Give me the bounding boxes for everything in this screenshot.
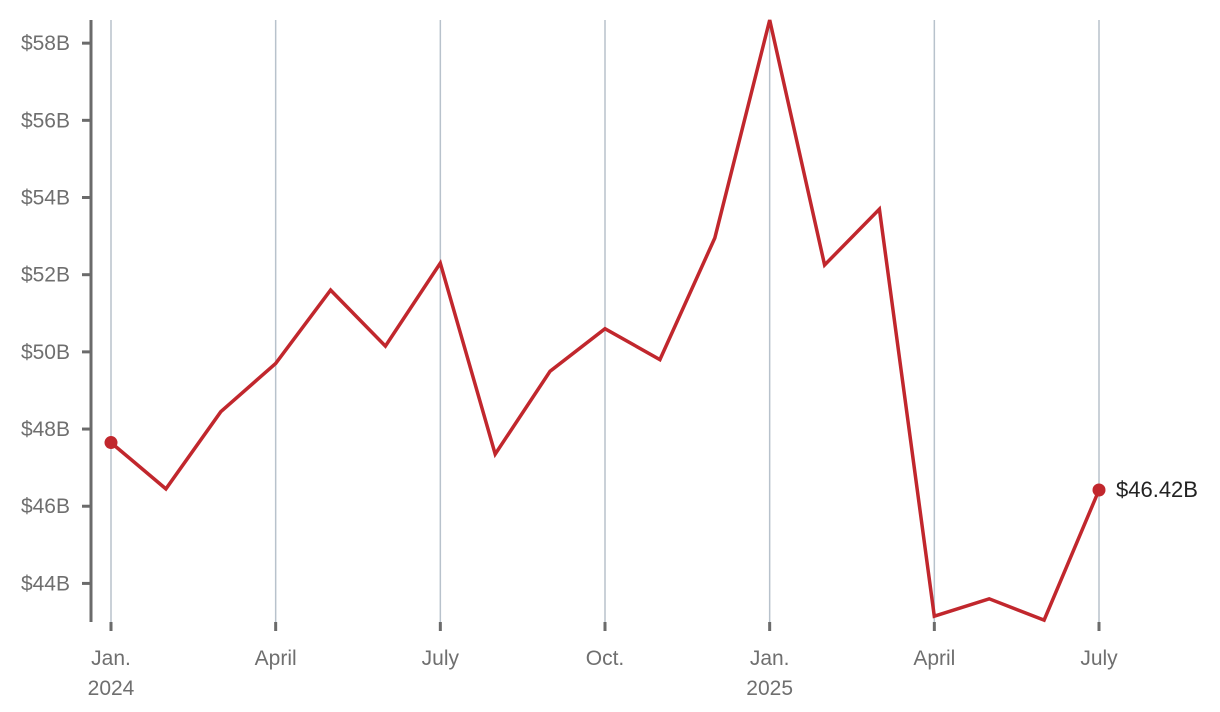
x-tick-year-label: 2025	[746, 677, 793, 700]
x-tick-label: April	[255, 647, 297, 670]
axes	[82, 20, 1101, 631]
y-tick-label: $50B	[21, 341, 70, 364]
y-tick-label: $58B	[21, 32, 70, 55]
x-tick-label: July	[1080, 647, 1118, 670]
x-tick-label: April	[913, 647, 955, 670]
start-point-marker	[104, 436, 118, 450]
y-tick-label: $48B	[21, 418, 70, 441]
end-value-label: $46.42B	[1116, 477, 1198, 502]
y-tick-label: $46B	[21, 495, 70, 518]
vertical-gridlines	[110, 20, 1100, 622]
end-point-marker	[1092, 483, 1106, 497]
y-tick-label: $52B	[21, 264, 70, 287]
x-tick-label: Jan.	[750, 647, 790, 670]
y-tick-label: $44B	[21, 572, 70, 595]
x-tick-label: July	[422, 647, 460, 670]
tick-labels: Jan. 2024 April July Oct. Jan. 2025 April July $4…	[21, 32, 1198, 700]
series-layer	[104, 19, 1106, 623]
x-tick-label: Oct.	[586, 647, 625, 670]
series-line	[109, 19, 1101, 623]
y-tick-label: $54B	[21, 187, 70, 210]
x-tick-label: Jan.	[91, 647, 131, 670]
x-tick-year-label: 2024	[88, 677, 135, 700]
y-tick-label: $56B	[21, 109, 70, 132]
